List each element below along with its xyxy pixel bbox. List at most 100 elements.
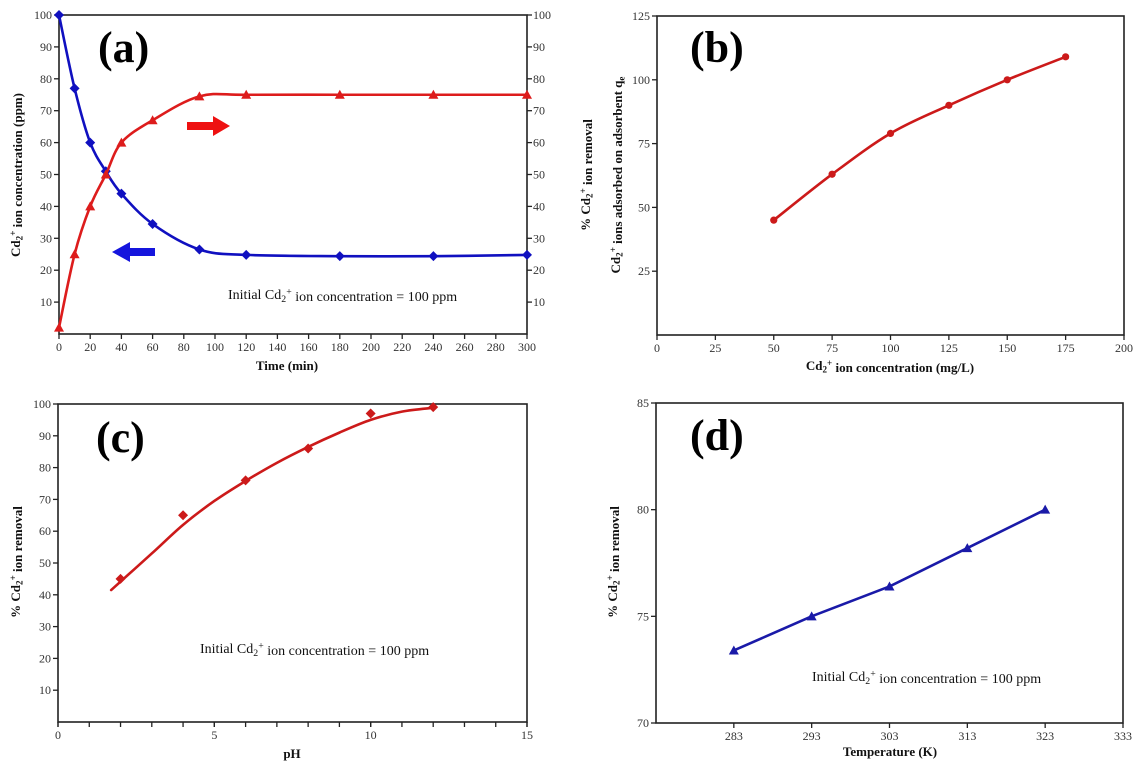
series-0 <box>54 10 532 262</box>
data-point <box>945 101 953 109</box>
data-point <box>1040 504 1051 514</box>
y-tick-label: 60 <box>40 136 52 150</box>
y2-tick-label: 100 <box>533 8 551 22</box>
x-axis-title: Time (min) <box>256 358 318 373</box>
x-tick-label: 140 <box>268 340 286 354</box>
x-tick-label: 125 <box>940 341 958 355</box>
data-point <box>116 188 127 199</box>
label-part-post: ion concentration = 100 ppm <box>876 672 1041 687</box>
data-point <box>194 91 205 101</box>
x-tick-label: 220 <box>393 340 411 354</box>
data-point <box>1003 76 1011 84</box>
data-point <box>85 137 96 148</box>
y-tick-label: 70 <box>40 104 52 118</box>
label-part-sup: + <box>870 669 876 680</box>
label-part-sub: 2 <box>281 294 286 305</box>
x-axis-title: Temperature (K) <box>843 744 937 759</box>
x-tick-label: 240 <box>424 340 442 354</box>
data-point <box>241 249 252 260</box>
x-tick-label: 313 <box>958 729 976 743</box>
label-part-sub: 2 <box>15 580 25 585</box>
y-tick-label: 50 <box>638 200 650 214</box>
data-point <box>100 169 111 179</box>
y2-tick-label: 90 <box>533 40 545 54</box>
label-part-pre: Initial Cd <box>228 288 281 303</box>
y-tick-label: 100 <box>632 73 650 87</box>
x-tick-label: 303 <box>881 729 899 743</box>
label-part-sub: 2 <box>15 235 25 240</box>
y-tick-label: 125 <box>632 9 650 23</box>
label-part-sub: 2 <box>253 648 258 659</box>
label-part-pre: Cd <box>608 256 623 273</box>
x-tick-label: 200 <box>1115 341 1133 355</box>
label-part-pre: Cd <box>8 240 23 257</box>
panel-label: (a) <box>98 23 149 72</box>
data-point <box>886 129 895 137</box>
series-line <box>57 92 529 329</box>
data-point <box>334 89 345 99</box>
x-tick-label: 0 <box>55 728 61 742</box>
data-point <box>54 10 64 20</box>
x-tick-label: 180 <box>331 340 349 354</box>
label-part-post: ion removal <box>580 119 595 188</box>
label-part-sub: 2 <box>615 252 625 257</box>
data-point <box>147 218 158 229</box>
data-point <box>147 115 158 125</box>
arrow-right-icon <box>187 116 230 136</box>
y2-tick-label: 40 <box>533 199 545 213</box>
x-tick-label: 75 <box>826 341 838 355</box>
x-tick-label: 283 <box>725 729 743 743</box>
data-point <box>334 251 345 262</box>
label-part-sup: + <box>8 575 18 580</box>
label-part-post: ion concentration = 100 ppm <box>292 290 457 305</box>
y2-axis-title: % Cd2+ ion removal <box>578 119 595 231</box>
data-point <box>522 249 532 260</box>
x-tick-label: 323 <box>1036 729 1054 743</box>
y-tick-label: 20 <box>40 263 52 277</box>
data-point <box>522 89 532 99</box>
data-point <box>365 408 376 419</box>
x-tick-label: 200 <box>362 340 380 354</box>
y2-tick-label: 10 <box>533 295 545 309</box>
data-point <box>69 249 80 259</box>
y-tick-label: 75 <box>637 609 649 623</box>
label-part-sup: + <box>608 247 618 252</box>
x-tick-label: 20 <box>84 340 96 354</box>
label-part-post: ion concentration = 100 ppm <box>264 644 429 659</box>
x-tick-label: 40 <box>115 340 127 354</box>
y-tick-label: 100 <box>34 8 52 22</box>
data-point <box>428 402 439 413</box>
data-point <box>240 475 251 486</box>
label-part-post: ion removal <box>10 506 25 575</box>
y-tick-label: 30 <box>39 620 51 634</box>
y-tick-label: 60 <box>39 524 51 538</box>
y2-tick-label: 60 <box>533 136 545 150</box>
annotation-text: Initial Cd2+ ion concentration = 100 ppm <box>228 287 457 305</box>
series-1 <box>54 89 532 332</box>
data-point <box>178 510 189 521</box>
y-tick-label: 80 <box>637 503 649 517</box>
y-axis-title: % Cd2+ ion removal <box>8 506 25 618</box>
label-part-pre: Initial Cd <box>812 670 865 685</box>
label-part-sup: + <box>578 188 588 193</box>
y-tick-label: 50 <box>40 168 52 182</box>
y-tick-label: 85 <box>637 396 649 410</box>
x-tick-label: 333 <box>1114 729 1132 743</box>
data-point <box>69 83 80 94</box>
label-part-sub2: e <box>616 77 626 81</box>
y-tick-label: 70 <box>637 716 649 730</box>
data-point <box>303 443 314 454</box>
label-part-pre: % Cd <box>578 197 593 231</box>
x-tick-label: 50 <box>768 341 780 355</box>
x-tick-label: 150 <box>998 341 1016 355</box>
x-tick-label: 120 <box>237 340 255 354</box>
label-part-pre: Cd <box>806 358 823 373</box>
x-tick-label: 15 <box>521 728 533 742</box>
x-tick-label: 280 <box>487 340 505 354</box>
label-part-sup: + <box>258 641 264 652</box>
y2-tick-label: 50 <box>533 168 545 182</box>
y-tick-label: 10 <box>40 295 52 309</box>
y-tick-label: 30 <box>40 231 52 245</box>
data-point <box>770 216 778 224</box>
